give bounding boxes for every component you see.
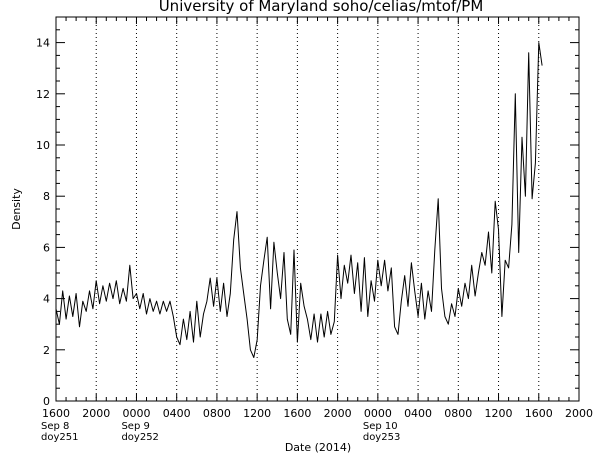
x-tick-label: 0000	[364, 407, 392, 420]
x-tick-label: 0400	[163, 407, 191, 420]
x-axis: 1600 2000 0000 0400 0800 1200 1600 2000 0000 0400…	[41, 17, 593, 443]
x-tick-label: 0000	[122, 407, 150, 420]
x-tick-label: 1200	[485, 407, 513, 420]
x-tick-label: 2000	[324, 407, 352, 420]
x-tick-label: 1600	[525, 407, 553, 420]
x-tick-label: 0400	[404, 407, 432, 420]
y-tick-label: 12	[36, 88, 50, 101]
x-date-label: Sep 10	[363, 421, 398, 432]
x-tick-label: 2000	[565, 407, 593, 420]
x-tick-label: 0800	[444, 407, 472, 420]
x-axis-label: Date (2014)	[285, 441, 351, 454]
plot-frame	[55, 16, 580, 402]
y-axis: 0 2 4 6 8 10 12 14	[36, 16, 579, 408]
density-series	[55, 42, 543, 358]
y-tick-label: 8	[43, 190, 50, 203]
y-tick-label: 2	[43, 344, 50, 357]
x-date-label: doy251	[41, 432, 78, 443]
y-tick-label: 10	[36, 139, 50, 152]
x-tick-label: 1600	[283, 407, 311, 420]
y-tick-label: 6	[43, 241, 50, 254]
y-tick-label: 14	[36, 37, 50, 50]
chart-title: University of Maryland soho/celias/mtof/…	[159, 0, 484, 15]
x-tick-label: 0800	[203, 407, 231, 420]
grid-lines	[95, 17, 540, 401]
x-date-label: Sep 8	[41, 421, 69, 432]
x-tick-label: 1600	[42, 407, 70, 420]
x-tick-label: 2000	[82, 407, 110, 420]
x-date-label: doy252	[121, 432, 158, 443]
x-tick-label: 1200	[243, 407, 271, 420]
x-date-label: doy253	[363, 432, 400, 443]
x-date-label: Sep 9	[121, 421, 149, 432]
y-tick-label: 0	[43, 395, 50, 408]
y-axis-label: Density	[10, 188, 23, 230]
density-line	[55, 42, 543, 358]
y-tick-label: 4	[43, 293, 50, 306]
